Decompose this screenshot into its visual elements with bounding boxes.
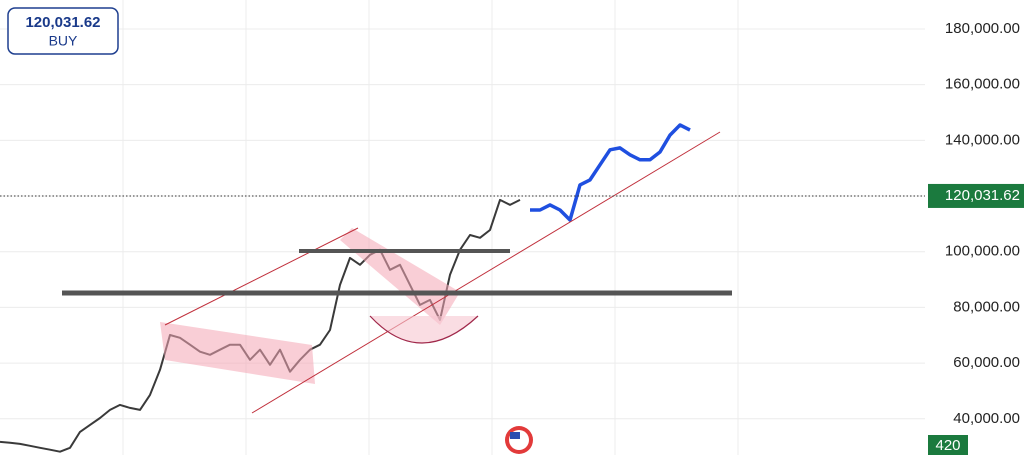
vertical-grid — [122, 0, 739, 455]
y-tick-label: 80,000.00 — [953, 298, 1020, 315]
price-line — [530, 123, 691, 222]
y-tick-label: 100,000.00 — [945, 243, 1020, 260]
order-price: 120,031.62 — [25, 14, 100, 31]
last-price-label: 120,031.62 — [945, 187, 1020, 204]
y-tick-label: 160,000.00 — [945, 76, 1020, 93]
drawings — [62, 131, 732, 454]
y-tick-label: 60,000.00 — [953, 354, 1020, 371]
y-tick-label: 180,000.00 — [945, 20, 1020, 37]
volume-label: 420 — [935, 437, 960, 454]
volume-tag — [928, 435, 968, 455]
order-box[interactable]: 120,031.62 BUY — [7, 7, 119, 55]
y-tick-label: 40,000.00 — [953, 410, 1020, 427]
last-price-tag — [928, 183, 1024, 208]
y-tick-label: 140,000.00 — [945, 131, 1020, 148]
order-side: BUY — [49, 33, 78, 49]
